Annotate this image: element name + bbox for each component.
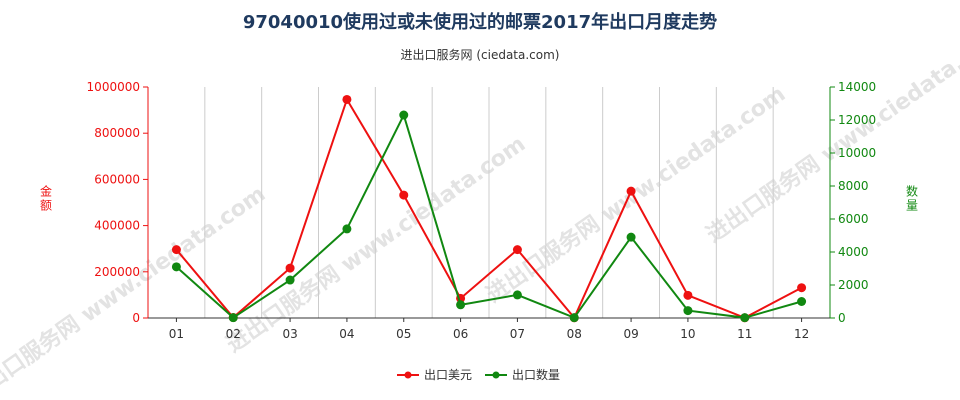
series-point-1 — [683, 306, 693, 316]
left-tick-label: 800000 — [94, 126, 140, 140]
x-tick-label: 01 — [169, 327, 184, 341]
watermark-text: 进出口服务网 www.ciedata.com — [0, 182, 270, 400]
left-tick-label: 400000 — [94, 219, 140, 233]
series-point-1 — [512, 290, 522, 300]
legend-layer: 出口美元 出口数量 — [397, 367, 560, 382]
right-tick-label: 12000 — [838, 113, 876, 127]
watermark-text: 进出口服务网 www.ciedata.com — [482, 82, 790, 308]
x-tick-label: 10 — [680, 327, 695, 341]
series-point-0 — [683, 290, 693, 300]
right-tick-label: 2000 — [838, 278, 869, 292]
x-tick-label: 06 — [453, 327, 468, 341]
left-tick-label: 0 — [132, 311, 140, 325]
x-tick-label: 02 — [226, 327, 241, 341]
series-point-1 — [285, 275, 295, 285]
series-point-1 — [399, 110, 409, 120]
x-tick-label: 09 — [623, 327, 638, 341]
watermark-text: 进出口服务网 www.ciedata.com — [222, 132, 530, 358]
x-tick-label: 12 — [794, 327, 809, 341]
right-tick-label: 6000 — [838, 212, 869, 226]
axis-layer: 0 200000 400000 600000 800000 1000000 0 2000 400… — [40, 80, 918, 341]
y-axis-title-left: 金额 — [40, 184, 52, 213]
series-point-1 — [456, 300, 466, 310]
series-line-1 — [175, 112, 802, 319]
series-point-1 — [342, 224, 352, 234]
legend-label: 出口美元 — [424, 368, 472, 382]
left-tick-label: 600000 — [94, 172, 140, 186]
series-point-1 — [626, 232, 636, 242]
series-point-0 — [626, 186, 636, 196]
y-axis-title-right: 数量 — [906, 184, 918, 213]
x-tick-label: 08 — [567, 327, 582, 341]
series-point-1 — [740, 313, 750, 323]
x-tick-label: 07 — [510, 327, 525, 341]
right-tick-label: 10000 — [838, 146, 876, 160]
legend-swatch-dot — [404, 371, 412, 379]
grid-layer — [147, 87, 831, 318]
x-tick-label: 03 — [282, 327, 297, 341]
series-point-0 — [285, 263, 295, 273]
right-tick-label: 4000 — [838, 245, 869, 259]
series-point-0 — [797, 283, 807, 293]
legend-swatch-dot — [492, 371, 500, 379]
series-point-0 — [342, 94, 352, 104]
chart-title: 97040010使用过或未使用过的邮票2017年出口月度走势 — [242, 12, 718, 33]
x-tick-label: 04 — [339, 327, 354, 341]
series-point-1 — [228, 313, 238, 323]
left-tick-label: 200000 — [94, 265, 140, 279]
right-tick-label: 0 — [838, 311, 846, 325]
right-tick-label: 14000 — [838, 80, 876, 94]
x-tick-label: 05 — [396, 327, 411, 341]
series-line-0 — [175, 97, 803, 320]
series-point-1 — [797, 297, 807, 306]
series-point-0 — [171, 245, 181, 255]
right-tick-label: 8000 — [838, 179, 869, 193]
series-point-0 — [512, 245, 522, 255]
series-point-1 — [569, 313, 579, 323]
left-tick-label: 1000000 — [87, 80, 140, 94]
legend-label: 出口数量 — [512, 367, 560, 382]
series-layer — [171, 94, 807, 323]
series-point-0 — [399, 190, 409, 200]
x-tick-label: 11 — [737, 327, 752, 341]
chart-subtitle: 进出口服务网 (ciedata.com) — [400, 48, 560, 62]
series-point-1 — [171, 262, 181, 272]
